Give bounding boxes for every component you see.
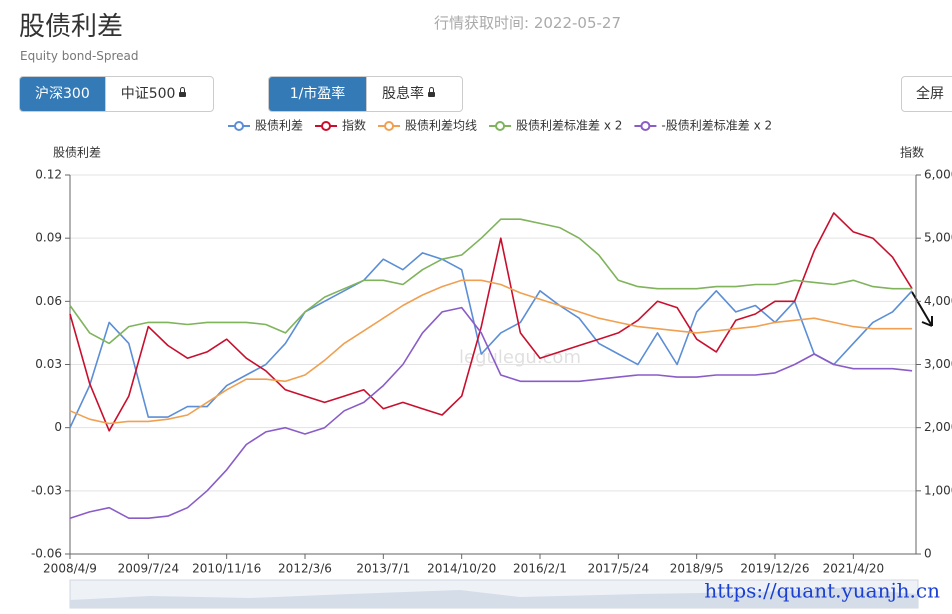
zoom-preview (70, 588, 918, 608)
x-tick-label: 2018/9/5 (670, 562, 724, 576)
y-tick-label: -0.03 (31, 483, 62, 497)
metric-switch: 1/市盈率 股息率 (268, 76, 463, 112)
y-tick-label: 0.09 (35, 231, 62, 245)
page-subtitle: Equity bond-Spread (20, 49, 139, 63)
y2-tick-label: 5,000 (924, 231, 952, 245)
series-line (69, 279, 913, 425)
legend-item[interactable]: 股债利差 (228, 119, 303, 133)
legend-label: 指数 (342, 118, 366, 133)
y-axis-title: 股债利差 (53, 146, 101, 160)
arrow-annotation (911, 291, 933, 327)
button-label: 股息率 (382, 86, 424, 102)
watermark-url: https://quant.yuanjh.cn (704, 579, 940, 603)
x-tick-label: 2019/12/26 (740, 562, 809, 576)
page-title: 股债利差 (19, 12, 124, 42)
legend-marker (234, 121, 244, 131)
fullscreen-button[interactable]: 全屏 (901, 76, 952, 112)
x-tick-label: 2021/4/20 (823, 562, 885, 576)
lock-icon (179, 87, 187, 97)
y-tick-label: 0.06 (35, 294, 62, 308)
index-button[interactable]: 中证500 (104, 77, 202, 111)
button-label: 沪深300 (35, 86, 90, 102)
y2-axis-title: 指数 (900, 145, 924, 160)
legend-marker (384, 121, 395, 131)
legend-marker (640, 121, 651, 131)
x-tick-label: 2013/7/1 (356, 562, 410, 576)
x-tick-label: 2009/7/24 (118, 562, 180, 576)
legend-item[interactable]: 指数 (315, 118, 366, 133)
metric-button[interactable]: 股息率 (366, 77, 450, 111)
index-button[interactable]: 沪深300 (20, 77, 105, 111)
y2-tick-label: 0 (924, 547, 932, 561)
legend-label: 股债利差均线 (405, 119, 477, 133)
y-tick-label: 0.12 (35, 168, 62, 182)
legend-marker (495, 121, 506, 131)
legend-item[interactable]: 股债利差标准差 x 2 (489, 119, 622, 133)
button-label: 中证500 (120, 86, 176, 102)
legend-label: 股债利差 (255, 119, 303, 133)
y2-tick-label: 6,000 (924, 168, 952, 182)
y2-tick-label: 4,000 (924, 294, 952, 308)
button-label: 全屏 (916, 86, 944, 102)
y-tick-label: 0.03 (35, 357, 62, 371)
index-switch: 沪深300 中证500 (19, 76, 214, 112)
x-tick-label: 2010/11/16 (192, 562, 261, 576)
x-tick-label: 2016/2/1 (513, 562, 567, 576)
lock-icon (428, 87, 435, 97)
legend-marker (321, 121, 332, 131)
y2-tick-label: 3,000 (924, 357, 952, 371)
y-tick-label: 0 (54, 420, 62, 434)
x-tick-label: 2017/5/24 (588, 562, 650, 576)
legend-label: -股债利差标准差 x 2 (661, 119, 772, 133)
fetch-time: 行情获取时间: 2022-05-27 (434, 14, 621, 32)
legend-item[interactable]: -股债利差标准差 x 2 (634, 119, 772, 133)
y2-tick-label: 1,000 (924, 483, 952, 497)
y2-tick-label: 2,000 (924, 420, 952, 434)
legend-label: 股债利差标准差 x 2 (516, 119, 622, 133)
x-tick-label: 2012/3/6 (278, 562, 332, 576)
series-line (69, 218, 913, 345)
y-tick-label: -0.06 (31, 547, 62, 561)
legend-item[interactable]: 股债利差均线 (378, 119, 477, 133)
series-line (69, 252, 913, 429)
metric-button[interactable]: 1/市盈率 (269, 77, 366, 111)
x-tick-label: 2014/10/20 (427, 562, 496, 576)
legend: 股债利差 指数 股债利差均线 股债利差标准差 x 2 -股债利差标准差 x 2 (228, 118, 772, 133)
series-line (69, 306, 913, 519)
button-label: 1/市盈率 (289, 86, 346, 102)
x-tick-label: 2008/4/9 (43, 562, 97, 576)
